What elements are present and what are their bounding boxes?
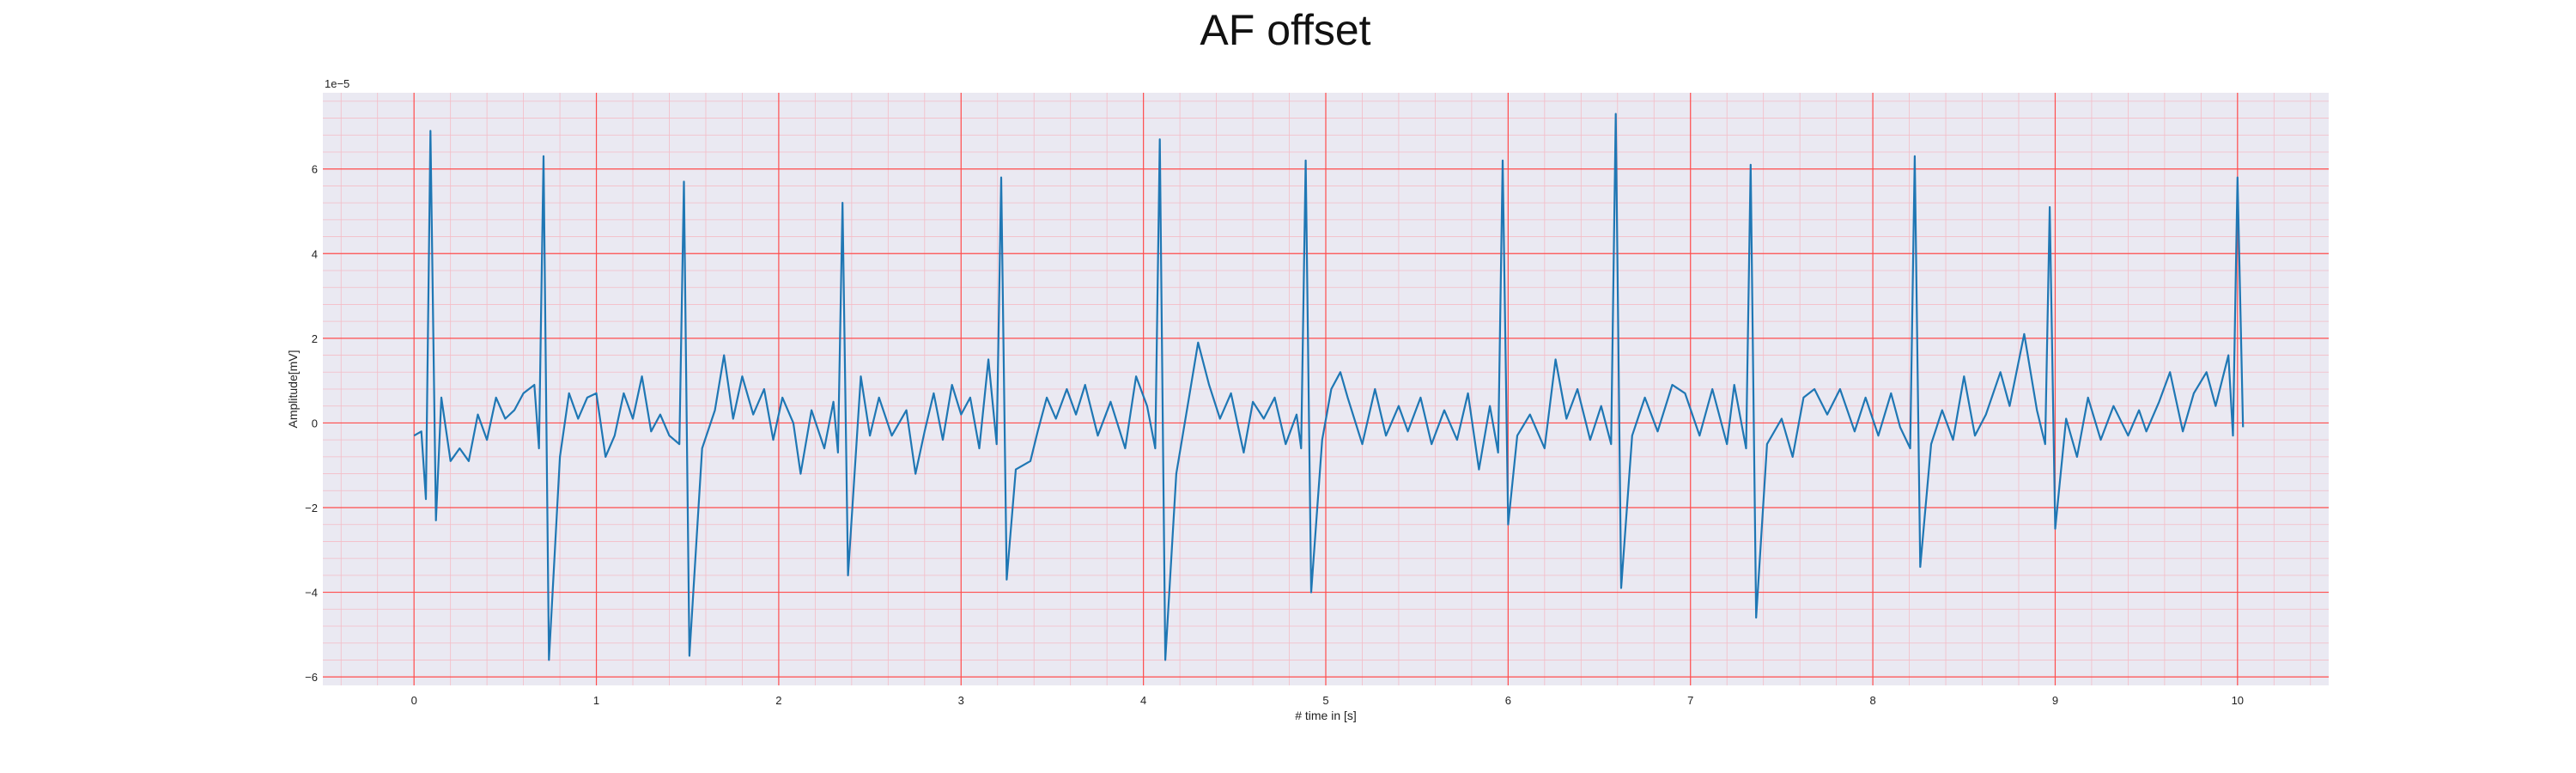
x-tick-label: 5 [1322,694,1328,707]
major-grid [323,93,2329,685]
y-tick-label: −2 [305,502,318,514]
y-tick-label: 0 [312,417,318,429]
x-tick-label: 2 [775,694,781,707]
y-tick-label: 6 [312,163,318,176]
x-tick-label: 8 [1869,694,1875,707]
y-tick-label: −4 [305,587,318,600]
ecg-trace-line [413,113,2245,661]
y-tick-label: −6 [305,671,318,684]
x-tick-label: 7 [1687,694,1693,707]
x-tick-label: 1 [593,694,599,707]
x-tick-label: 10 [2232,694,2244,707]
x-tick-labels: 0 1 2 3 4 5 6 7 8 9 10 [411,694,2244,707]
x-tick-label: 6 [1505,694,1511,707]
x-tick-label: 3 [958,694,964,707]
x-tick-label: 9 [2052,694,2058,707]
y-tick-label: 2 [312,332,318,345]
x-axis-label: # time in [s] [1295,709,1357,722]
x-tick-label: 4 [1140,694,1146,707]
x-tick-label: 0 [411,694,417,707]
y-tick-labels: −6 −4 −2 0 2 4 6 [305,163,318,684]
trace-layer [413,113,2245,661]
y-axis-label: Amplitude[mV] [286,350,300,428]
chart-title: AF offset [1200,6,1370,54]
y-tick-label: 4 [312,247,318,260]
y-scale-multiplier: 1e−5 [325,77,349,90]
